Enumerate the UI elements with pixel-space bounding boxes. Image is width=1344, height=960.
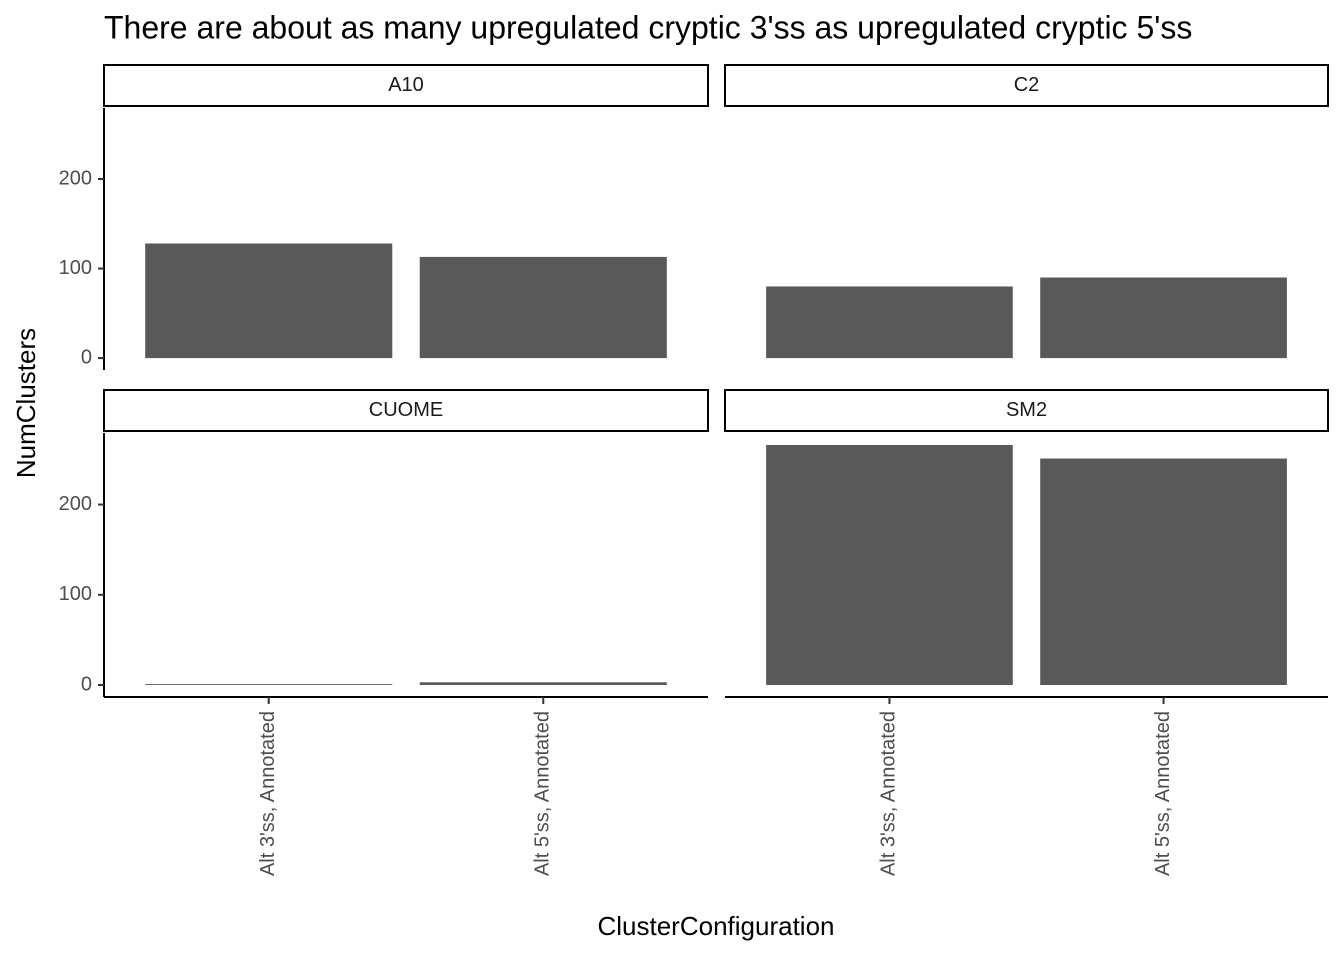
strip-label: CUOME bbox=[369, 399, 443, 421]
x-axis-label: ClusterConfiguration bbox=[597, 911, 834, 941]
bar bbox=[1040, 458, 1287, 685]
y-tick-label: 0 bbox=[81, 346, 92, 368]
strip bbox=[724, 64, 1329, 107]
x-tick-label: Alt 5'ss, Annotated bbox=[532, 711, 554, 876]
y-tick-label: 200 bbox=[59, 167, 92, 189]
strip bbox=[724, 389, 1329, 432]
strip-label: C2 bbox=[1014, 74, 1040, 96]
bar bbox=[766, 445, 1013, 685]
x-tick-label: Alt 3'ss, Annotated bbox=[878, 711, 900, 876]
y-tick-label: 200 bbox=[59, 493, 92, 515]
bar bbox=[145, 243, 393, 359]
y-tick-label: 0 bbox=[81, 673, 92, 695]
x-tick-label: Alt 3'ss, Annotated bbox=[257, 711, 279, 876]
strip-label: SM2 bbox=[1006, 399, 1047, 421]
strip bbox=[103, 64, 709, 107]
strip-label: A10 bbox=[388, 74, 424, 96]
y-axis-label: NumClusters bbox=[11, 328, 41, 478]
bar bbox=[419, 256, 667, 359]
chart-title: There are about as many upregulated cryp… bbox=[104, 9, 1192, 45]
bar bbox=[145, 684, 393, 685]
y-tick-label: 100 bbox=[59, 583, 92, 605]
x-tick-label: Alt 5'ss, Annotated bbox=[1152, 711, 1174, 876]
bar bbox=[766, 286, 1013, 359]
bar bbox=[1040, 277, 1287, 359]
strip bbox=[103, 389, 709, 432]
y-tick-label: 100 bbox=[59, 257, 92, 279]
bar bbox=[419, 682, 667, 685]
